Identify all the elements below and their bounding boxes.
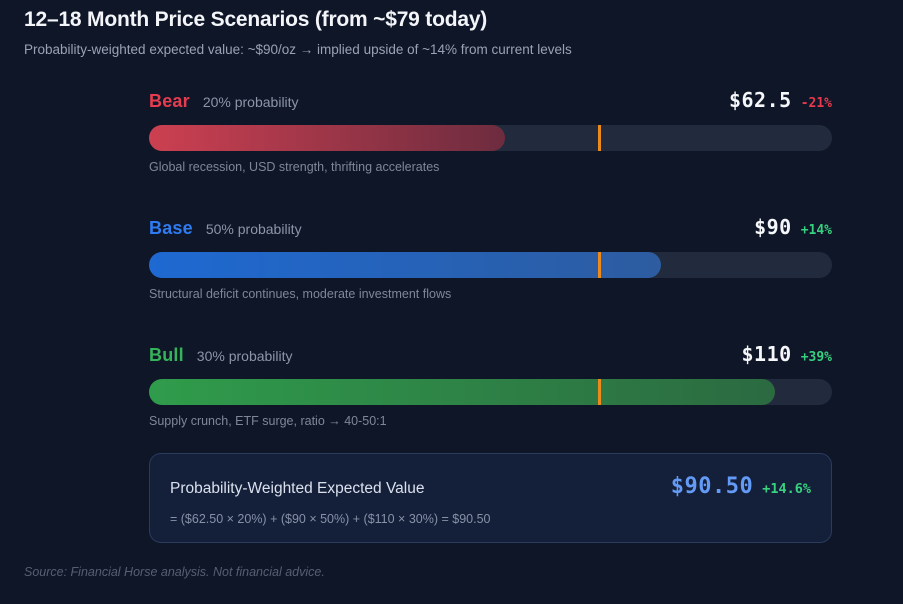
scenario-probability: 30% probability [196,348,293,364]
page-title: 12–18 Month Price Scenarios (from ~$79 t… [24,8,488,31]
scenario-price: $110 [741,342,792,366]
expected-value: $90.50 [670,474,754,499]
scenario-header: Base 50% probability $90 +14% [149,215,832,239]
scenario-probability: 50% probability [205,221,302,237]
expected-value-header: Probability-Weighted Expected Value $90.… [170,474,811,499]
scenario-change: +39% [800,350,832,365]
scenario-description: Structural deficit continues, moderate i… [149,287,452,301]
bar-fill [149,252,662,278]
scenario-list: Bear 20% probability $62.5 -21% Global r… [149,88,832,469]
expected-value-card: Probability-Weighted Expected Value $90.… [149,453,832,543]
scenario-change: -21% [800,96,832,111]
scenario-probability: 20% probability [202,94,299,110]
scenario-change: +14% [800,223,832,238]
scenario-row-base: Base 50% probability $90 +14% Structural… [149,215,832,301]
scenario-price: $62.5 [728,88,792,112]
expected-value-change: +14.6% [762,481,811,497]
scenario-description: Global recession, USD strength, thriftin… [149,160,440,174]
scenario-price: $90 [754,215,792,239]
scenario-description: Supply crunch, ETF surge, ratio → 40-50:… [149,414,387,428]
bar-fill [149,379,776,405]
expected-value-formula: = ($62.50 × 20%) + ($90 × 50%) + ($110 ×… [170,512,491,526]
bar-track [149,125,832,151]
scenario-name: Base [149,218,193,238]
scenario-header: Bear 20% probability $62.5 -21% [149,88,832,112]
expected-value-label: Probability-Weighted Expected Value [170,480,425,497]
current-price-marker [598,379,602,405]
scenario-name: Bear [149,91,190,111]
scenario-name: Bull [149,345,184,365]
current-price-marker [598,125,602,151]
page-subtitle: Probability-weighted expected value: ~$9… [24,42,572,57]
scenario-row-bull: Bull 30% probability $110 +39% Supply cr… [149,342,832,428]
bar-track [149,252,832,278]
current-price-marker [598,252,602,278]
scenario-row-bear: Bear 20% probability $62.5 -21% Global r… [149,88,832,174]
bar-track [149,379,832,405]
source-note: Source: Financial Horse analysis. Not fi… [24,565,325,579]
scenario-header: Bull 30% probability $110 +39% [149,342,832,366]
bar-fill [149,125,505,151]
